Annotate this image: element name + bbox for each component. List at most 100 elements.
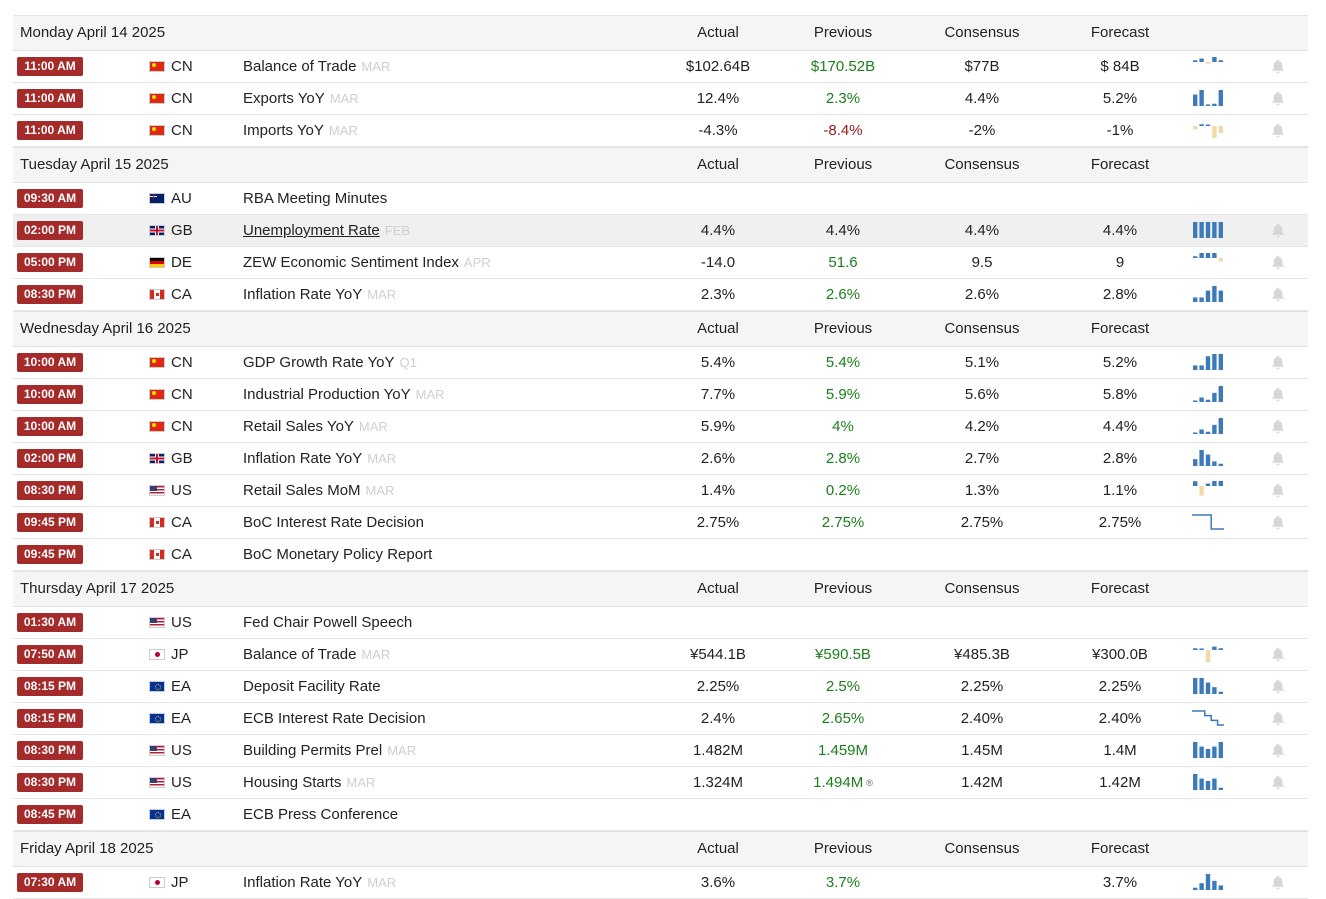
bell-icon[interactable] xyxy=(1271,450,1285,466)
event-title[interactable]: Fed Chair Powell Speech xyxy=(243,614,413,631)
event-title[interactable]: GDP Growth Rate YoY xyxy=(243,354,395,371)
sparkline-chart[interactable] xyxy=(1192,513,1224,531)
event-name[interactable]: Building Permits Prel MAR xyxy=(243,742,416,759)
event-title[interactable]: Industrial Production YoY xyxy=(243,386,411,403)
event-row[interactable]: 08:30 PM US Retail Sales MoM MAR 1.4% 0.2% 1.3… xyxy=(13,474,1308,507)
sparkline-chart[interactable] xyxy=(1192,385,1224,403)
bell-icon[interactable] xyxy=(1271,710,1285,726)
sparkline-chart[interactable] xyxy=(1192,417,1224,435)
bell-icon[interactable] xyxy=(1271,418,1285,434)
event-title[interactable]: Imports YoY xyxy=(243,122,324,139)
event-name[interactable]: Industrial Production YoY MAR xyxy=(243,386,445,403)
event-name[interactable]: Fed Chair Powell Speech xyxy=(243,614,412,631)
sparkline-chart[interactable] xyxy=(1192,677,1224,695)
sparkline-chart[interactable] xyxy=(1192,645,1224,663)
bell-icon[interactable] xyxy=(1271,286,1285,302)
event-row[interactable]: 09:45 PM CA BoC Interest Rate Decision 2.75… xyxy=(13,507,1308,539)
event-title[interactable]: Building Permits Prel xyxy=(243,742,383,759)
event-row[interactable]: 08:45 PM EA ECB Press Conference xyxy=(13,799,1308,831)
sparkline-chart[interactable] xyxy=(1192,246,1224,271)
bell-icon[interactable] xyxy=(1271,58,1285,74)
sparkline-chart[interactable] xyxy=(1192,741,1224,759)
bell-icon[interactable] xyxy=(1271,90,1285,106)
event-title[interactable]: BoC Monetary Policy Report xyxy=(243,546,433,563)
sparkline-chart[interactable] xyxy=(1192,121,1224,139)
event-title[interactable]: Inflation Rate YoY xyxy=(243,450,363,467)
event-row[interactable]: 11:00 AM CN Imports YoY MAR -4.3% -8.4% -2% -1% xyxy=(13,115,1308,147)
event-name[interactable]: Balance of Trade MAR xyxy=(243,646,390,663)
event-name[interactable]: ZEW Economic Sentiment Index APR xyxy=(243,254,491,271)
event-title[interactable]: Retail Sales YoY xyxy=(243,418,354,435)
event-name[interactable]: Inflation Rate YoY MAR xyxy=(243,286,396,303)
sparkline-chart[interactable] xyxy=(1192,773,1224,791)
event-title[interactable]: Deposit Facility Rate xyxy=(243,678,381,695)
event-row[interactable]: 10:00 AM CN GDP Growth Rate YoY Q1 5.4% 5.4% 5… xyxy=(13,347,1308,379)
event-title[interactable]: Exports YoY xyxy=(243,90,325,107)
event-title[interactable]: Balance of Trade xyxy=(243,646,357,663)
event-title[interactable]: Inflation Rate YoY xyxy=(243,874,363,891)
event-title[interactable]: ECB Interest Rate Decision xyxy=(243,710,426,727)
bell-icon[interactable] xyxy=(1271,482,1285,498)
bell-icon[interactable] xyxy=(1271,678,1285,694)
bell-icon[interactable] xyxy=(1271,742,1285,758)
bell-icon[interactable] xyxy=(1271,254,1285,270)
event-name[interactable]: Housing Starts MAR xyxy=(243,774,375,791)
event-row[interactable]: 10:00 AM CN Retail Sales YoY MAR 5.9% 4% 4.2% 4… xyxy=(13,411,1308,443)
event-row[interactable]: 08:30 PM US Building Permits Prel MAR 1.482M… xyxy=(13,735,1308,767)
event-title[interactable]: Balance of Trade xyxy=(243,58,357,75)
event-row[interactable]: 08:30 PM CA Inflation Rate YoY MAR 2.3% 2.6% 2… xyxy=(13,279,1308,311)
sparkline-chart[interactable] xyxy=(1192,474,1224,499)
bell-icon[interactable] xyxy=(1271,222,1285,238)
event-title[interactable]: ECB Press Conference xyxy=(243,806,399,823)
bell-icon[interactable] xyxy=(1271,774,1285,790)
event-title[interactable]: RBA Meeting Minutes xyxy=(243,190,388,207)
event-name[interactable]: BoC Monetary Policy Report xyxy=(243,546,432,563)
event-row[interactable]: 02:00 PM GB Unemployment Rate FEB 4.4% 4.4% 4.… xyxy=(13,215,1308,247)
event-name[interactable]: BoC Interest Rate Decision xyxy=(243,514,424,531)
bell-icon[interactable] xyxy=(1271,354,1285,370)
event-row[interactable]: 02:00 PM GB Inflation Rate YoY MAR 2.6% 2.8% 2… xyxy=(13,443,1308,475)
event-name[interactable]: Deposit Facility Rate xyxy=(243,678,381,695)
event-row[interactable]: 09:30 AM AU RBA Meeting Minutes xyxy=(13,183,1308,215)
sparkline-chart[interactable] xyxy=(1192,873,1224,891)
event-row[interactable]: 07:50 AM JP Balance of Trade MAR ¥544.1B ¥590… xyxy=(13,639,1308,671)
event-name[interactable]: Inflation Rate YoY MAR xyxy=(243,874,396,891)
bell-icon[interactable] xyxy=(1271,874,1285,890)
event-title[interactable]: BoC Interest Rate Decision xyxy=(243,514,424,531)
sparkline-chart[interactable] xyxy=(1192,221,1224,239)
event-row[interactable]: 10:00 AM CN Industrial Production YoY MAR 7.… xyxy=(13,379,1308,411)
event-name[interactable]: Retail Sales YoY MAR xyxy=(243,418,388,435)
bell-icon[interactable] xyxy=(1271,514,1285,530)
event-title[interactable]: Inflation Rate YoY xyxy=(243,286,363,303)
event-name[interactable]: Retail Sales MoM MAR xyxy=(243,482,394,499)
event-name[interactable]: Balance of Trade MAR xyxy=(243,58,390,75)
event-row[interactable]: 08:30 PM US Housing Starts MAR 1.324M 1.494M ®… xyxy=(13,767,1308,799)
event-row[interactable]: 11:00 AM CN Balance of Trade MAR $102.64B $17… xyxy=(13,50,1308,83)
bell-icon[interactable] xyxy=(1271,386,1285,402)
event-row[interactable]: 09:45 PM CA BoC Monetary Policy Report xyxy=(13,539,1308,571)
sparkline-chart[interactable] xyxy=(1192,89,1224,107)
event-name[interactable]: GDP Growth Rate YoY Q1 xyxy=(243,354,417,371)
event-row[interactable]: 05:00 PM DE ZEW Economic Sentiment Index AP… xyxy=(13,246,1308,279)
event-row[interactable]: 08:15 PM EA Deposit Facility Rate 2.25% 2.5%… xyxy=(13,671,1308,703)
event-row[interactable]: 11:00 AM CN Exports YoY MAR 12.4% 2.3% 4.4% 5.2… xyxy=(13,83,1308,115)
event-name[interactable]: ECB Press Conference xyxy=(243,806,398,823)
sparkline-chart[interactable] xyxy=(1192,709,1224,727)
bell-icon[interactable] xyxy=(1271,646,1285,662)
bell-icon[interactable] xyxy=(1271,122,1285,138)
event-title[interactable]: Unemployment Rate xyxy=(243,222,380,239)
event-name[interactable]: Inflation Rate YoY MAR xyxy=(243,450,396,467)
event-name[interactable]: Imports YoY MAR xyxy=(243,122,358,139)
sparkline-chart[interactable] xyxy=(1192,449,1224,467)
event-title[interactable]: ZEW Economic Sentiment Index xyxy=(243,254,459,271)
event-row[interactable]: 07:30 AM JP Inflation Rate YoY MAR 3.6% 3.7% 3… xyxy=(13,867,1308,899)
sparkline-chart[interactable] xyxy=(1192,353,1224,371)
event-row[interactable]: 08:15 PM EA ECB Interest Rate Decision 2.4%… xyxy=(13,703,1308,735)
sparkline-chart[interactable] xyxy=(1192,285,1224,303)
event-row[interactable]: 01:30 AM US Fed Chair Powell Speech xyxy=(13,607,1308,639)
event-title[interactable]: Housing Starts xyxy=(243,774,342,791)
event-title[interactable]: Retail Sales MoM xyxy=(243,482,361,499)
sparkline-chart[interactable] xyxy=(1192,50,1224,75)
event-name[interactable]: ECB Interest Rate Decision xyxy=(243,710,426,727)
event-name[interactable]: Exports YoY MAR xyxy=(243,90,359,107)
